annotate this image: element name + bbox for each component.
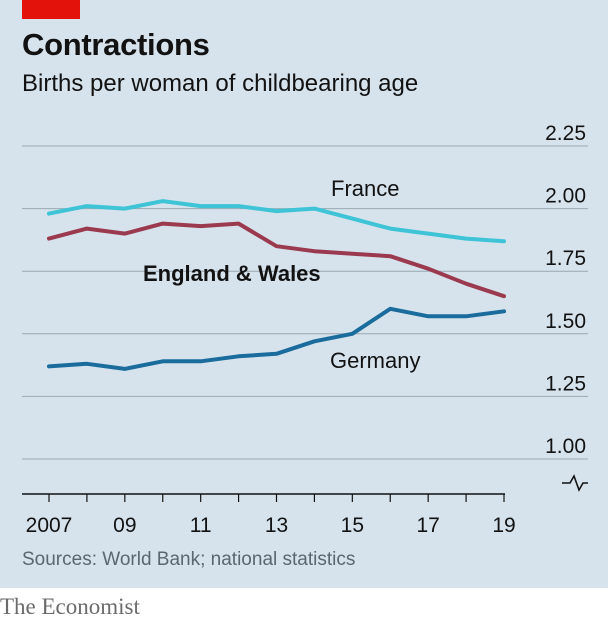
y-tick-label: 1.25 — [545, 372, 586, 395]
y-tick-label: 1.75 — [545, 247, 586, 270]
y-tick-label: 2.00 — [545, 185, 586, 208]
y-tick-label: 1.00 — [545, 435, 586, 458]
brand-tag — [22, 0, 80, 19]
chart-subtitle: Births per woman of childbearing age — [22, 70, 419, 97]
chart-panel — [0, 0, 608, 588]
x-tick-label: 17 — [416, 514, 439, 537]
series-label: Germany — [330, 348, 420, 373]
x-tick-label: 19 — [492, 514, 515, 537]
series-line — [47, 199, 506, 244]
line-chart: 1.00 1.25 1.50 1.75 2.00 2.25 France England &… — [22, 122, 588, 537]
x-tick-label: 09 — [113, 514, 136, 537]
x-tick-label: 15 — [341, 514, 364, 537]
x-tick-label: 11 — [190, 514, 212, 537]
publication-logo: The Economist — [0, 594, 140, 619]
series-line — [47, 306, 506, 371]
y-tick-label: 1.50 — [545, 310, 586, 333]
series-line — [47, 221, 506, 299]
source-note: Sources: World Bank; national statistics — [22, 549, 356, 570]
series-label: France — [331, 176, 399, 201]
series-label: England & Wales — [143, 261, 321, 286]
chart-title: Contractions — [22, 27, 210, 62]
axis-break-symbol — [562, 474, 588, 492]
x-tick-label: 13 — [265, 514, 288, 537]
y-tick-label: 2.25 — [545, 122, 586, 145]
x-tick-label: 2007 — [26, 514, 73, 537]
